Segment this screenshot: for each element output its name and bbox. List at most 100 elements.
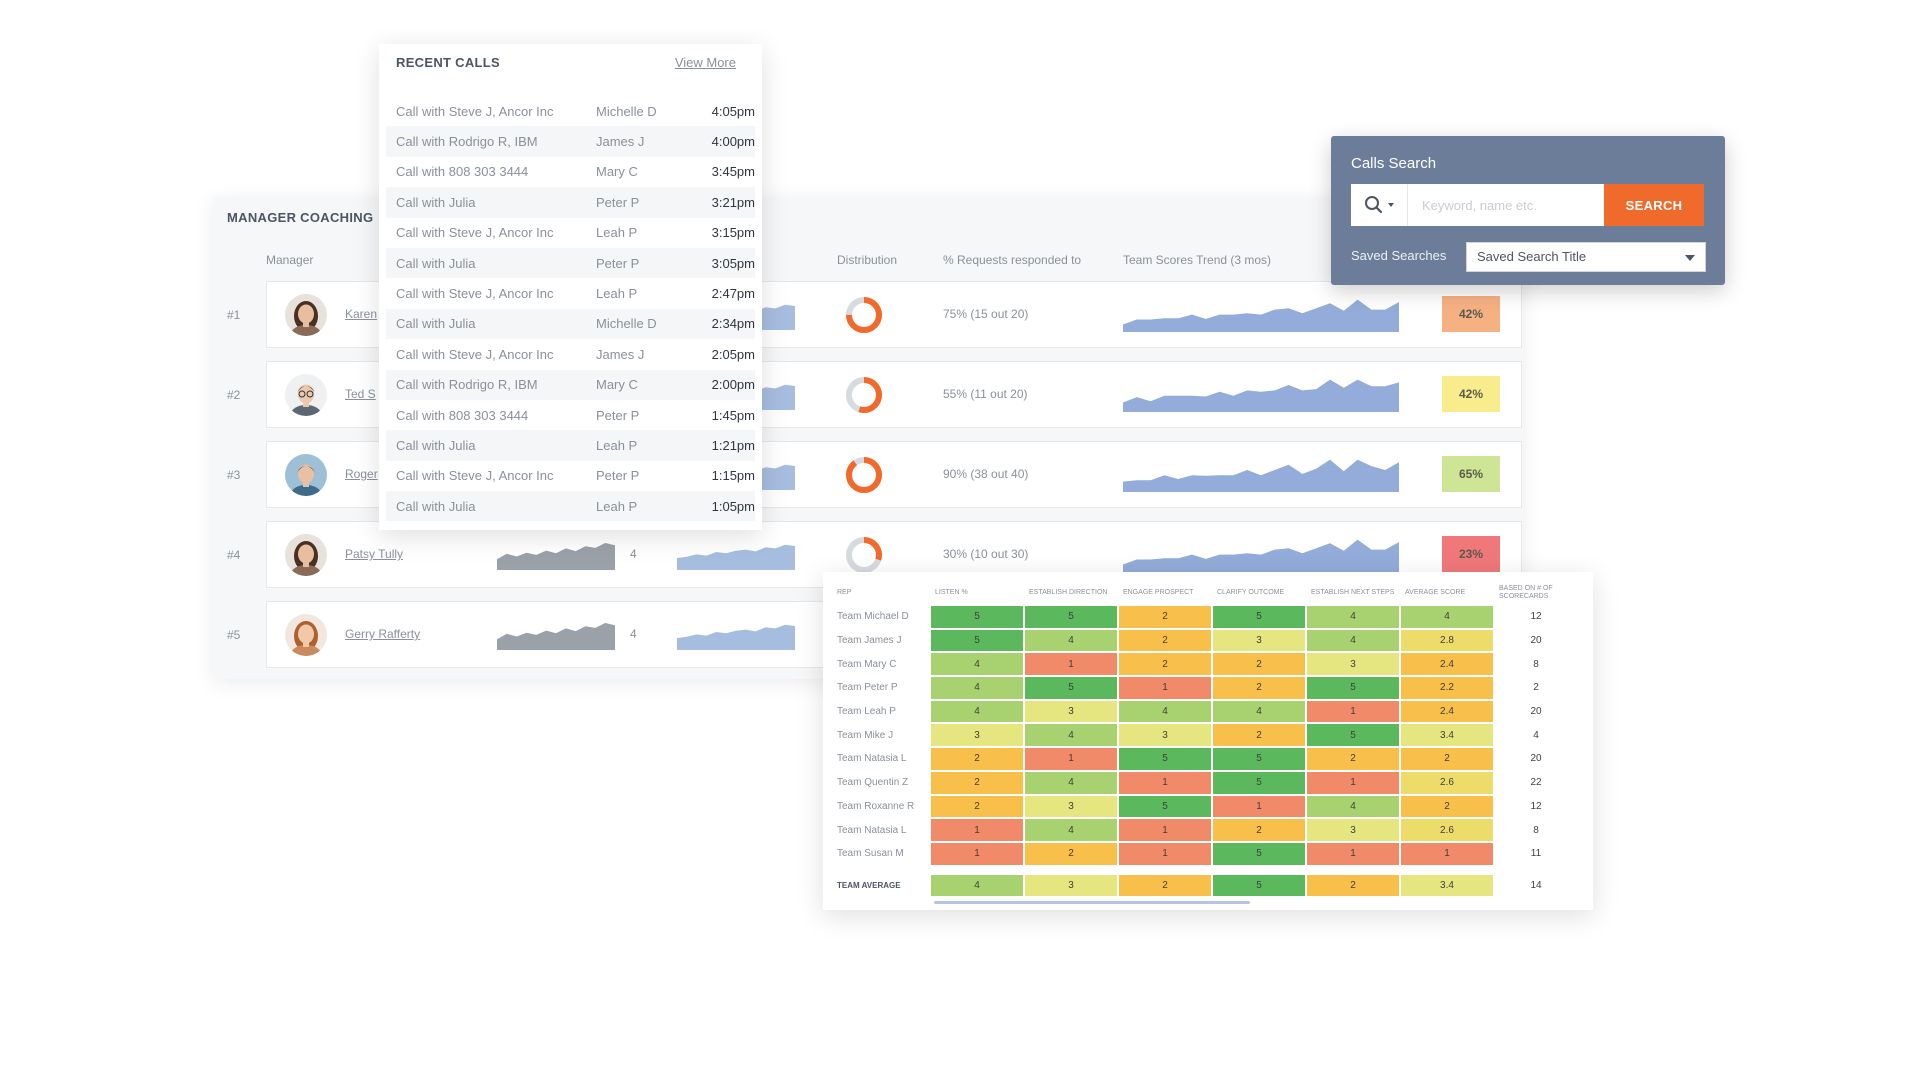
distribution-donut-chart	[846, 457, 882, 493]
recent-call-row[interactable]: Call with Julia Peter P 3:05pm	[386, 247, 755, 279]
team-name: Team Mike J	[837, 729, 894, 741]
recent-call-row[interactable]: Call with Julia Michelle D 2:34pm	[386, 308, 755, 340]
score-cell: 3	[931, 724, 1023, 747]
score-cell: 5	[1213, 771, 1305, 794]
table-column-header: REP	[837, 589, 852, 596]
manager-name-link[interactable]: Gerry Rafferty	[345, 627, 421, 641]
average-score-cell: 2.6	[1401, 819, 1493, 841]
manager-rank: #1	[227, 308, 241, 322]
recent-call-row[interactable]: Call with Rodrigo R, IBM Mary C 2:00pm	[386, 369, 755, 400]
score-cell: 1	[1307, 842, 1399, 865]
score-cell: 4	[1307, 606, 1399, 628]
recent-call-row[interactable]: Call with Steve J, Ancor Inc Michelle D 4:…	[386, 96, 755, 126]
table-column-header: CLARIFY OUTCOME	[1217, 589, 1285, 596]
team-name: Team Michael D	[837, 611, 909, 623]
recent-call-row[interactable]: Call with Steve J, Ancor Inc James J 2:05p…	[386, 339, 755, 369]
call-rep: Peter P	[596, 468, 640, 484]
search-button[interactable]: SEARCH	[1604, 184, 1704, 226]
call-rep: Mary C	[596, 164, 638, 180]
table-row: Team Quentin Z 2 4 1 5 1 2.6 22	[833, 771, 1577, 794]
call-time: 1:15pm	[711, 468, 755, 484]
recent-call-row[interactable]: Call with 808 303 3444 Mary C 3:45pm	[386, 157, 755, 187]
manager-coaching-title: MANAGER COACHING	[227, 210, 374, 225]
team-name: Team Roxanne R	[837, 800, 915, 812]
score-cell: 5	[1119, 795, 1211, 818]
search-input[interactable]	[1408, 184, 1604, 226]
score-cell: 2	[1119, 874, 1211, 897]
table-column-header: BASED ON # OF SCORECARDS	[1499, 585, 1553, 600]
average-score-cell: 2	[1401, 795, 1493, 818]
score-cell: 4	[1119, 700, 1211, 723]
calls-search-title: Calls Search	[1351, 155, 1437, 172]
table-row: Team Michael D 5 5 2 5 4 4 12	[833, 606, 1577, 628]
table-row: Team Natasia L 2 1 5 5 2 2 20	[833, 748, 1577, 770]
avatar	[285, 294, 327, 336]
call-time: 2:34pm	[711, 316, 755, 332]
score-cell: 4	[1307, 795, 1399, 818]
chevron-down-icon	[1685, 255, 1695, 261]
manager-name-link[interactable]: Ted S	[345, 387, 376, 401]
call-time: 2:00pm	[711, 377, 755, 393]
view-more-link[interactable]: View More	[674, 55, 736, 70]
score-cell: 1	[931, 842, 1023, 865]
requests-responded: 30% (10 out 30)	[943, 547, 1029, 561]
score-cell: 2	[931, 795, 1023, 818]
recent-call-row[interactable]: Call with Steve J, Ancor Inc Peter P 1:15p…	[386, 461, 755, 491]
search-scope-dropdown[interactable]	[1351, 184, 1408, 226]
score-sparkline	[497, 543, 615, 570]
manager-name-link[interactable]: Roger	[345, 467, 378, 481]
requests-responded: 55% (11 out 20)	[943, 387, 1028, 401]
score-cell: 4	[931, 653, 1023, 676]
manager-name-link[interactable]: Karen	[345, 307, 378, 321]
score-cell: 2	[1119, 653, 1211, 676]
manager-rank: #3	[227, 468, 241, 482]
team-scores-trend-chart	[1123, 299, 1399, 332]
table-column-header[interactable]: LISTEN %	[935, 589, 968, 596]
recent-call-row[interactable]: Call with Julia Peter P 3:21pm	[386, 187, 755, 218]
recent-call-row[interactable]: Call with Steve J, Ancor Inc Leah P 3:15pm	[386, 218, 755, 248]
requests-responded: 90% (38 out 40)	[943, 467, 1029, 481]
saved-search-select[interactable]: Saved Search Title	[1466, 242, 1706, 272]
table-row: Team Mike J 3 4 3 2 5 3.4 4	[833, 724, 1577, 747]
call-time: 2:47pm	[711, 286, 755, 302]
recent-call-row[interactable]: Call with 808 303 3444 Peter P 1:45pm	[386, 400, 755, 430]
table-row: Team Leah P 4 3 4 4 1 2.4 20	[833, 700, 1577, 723]
recent-call-row[interactable]: Call with Steve J, Ancor Inc Leah P 2:47pm	[386, 278, 755, 308]
call-rep: Michelle D	[596, 316, 657, 332]
call-title: Call with Steve J, Ancor Inc	[396, 103, 554, 119]
recent-calls-title: RECENT CALLS	[396, 55, 500, 70]
table-row: Team Natasia L 1 4 1 2 3 2.6 8	[833, 819, 1577, 841]
search-icon	[1365, 196, 1394, 214]
score-cell: 1	[1119, 819, 1211, 841]
manager-row[interactable]: Patsy Tully 4 30% (10 out 30) 23%	[266, 521, 1522, 588]
call-rep: James J	[596, 134, 645, 150]
table-column-header: ESTABLISH DIRECTION	[1029, 589, 1108, 596]
call-rep: James J	[596, 346, 645, 362]
team-name: Team James J	[837, 635, 902, 647]
call-rep: Leah P	[596, 498, 638, 514]
table-row: Team Mary C 4 1 2 2 3 2.4 8	[833, 653, 1577, 676]
score-cell: 2	[1025, 842, 1117, 865]
recent-call-row[interactable]: Call with Julia Leah P 1:05pm	[386, 491, 755, 522]
recent-call-row[interactable]: Call with Rodrigo R, IBM James J 4:00pm	[386, 126, 755, 157]
average-score-cell: 3.4	[1401, 724, 1493, 747]
score-cell: 5	[1213, 606, 1305, 628]
column-header-distribution: Distribution	[837, 253, 898, 267]
average-score-cell: 2	[1401, 748, 1493, 770]
score-cell: 5	[1307, 677, 1399, 699]
scorecard-count: 12	[1530, 611, 1542, 623]
scorecard-count: 14	[1530, 879, 1542, 891]
horizontal-scrollbar[interactable]	[934, 901, 1250, 904]
score-cell: 3	[1025, 700, 1117, 723]
scorecard-count: 22	[1530, 777, 1542, 789]
table-row: Team Roxanne R 2 3 5 1 4 2 12	[833, 795, 1577, 818]
saved-search-value: Saved Search Title	[1477, 249, 1587, 264]
score-cell: 1	[1213, 795, 1305, 818]
recent-call-row[interactable]: Call with Julia Leah P 1:21pm	[386, 430, 755, 461]
call-title: Call with Rodrigo R, IBM	[396, 134, 538, 150]
saved-searches-label: Saved Searches	[1351, 248, 1447, 263]
distribution-donut-chart	[846, 377, 882, 413]
manager-name-link[interactable]: Patsy Tully	[345, 547, 404, 561]
score-cell: 3	[1307, 819, 1399, 841]
score-sparkline	[497, 623, 615, 650]
